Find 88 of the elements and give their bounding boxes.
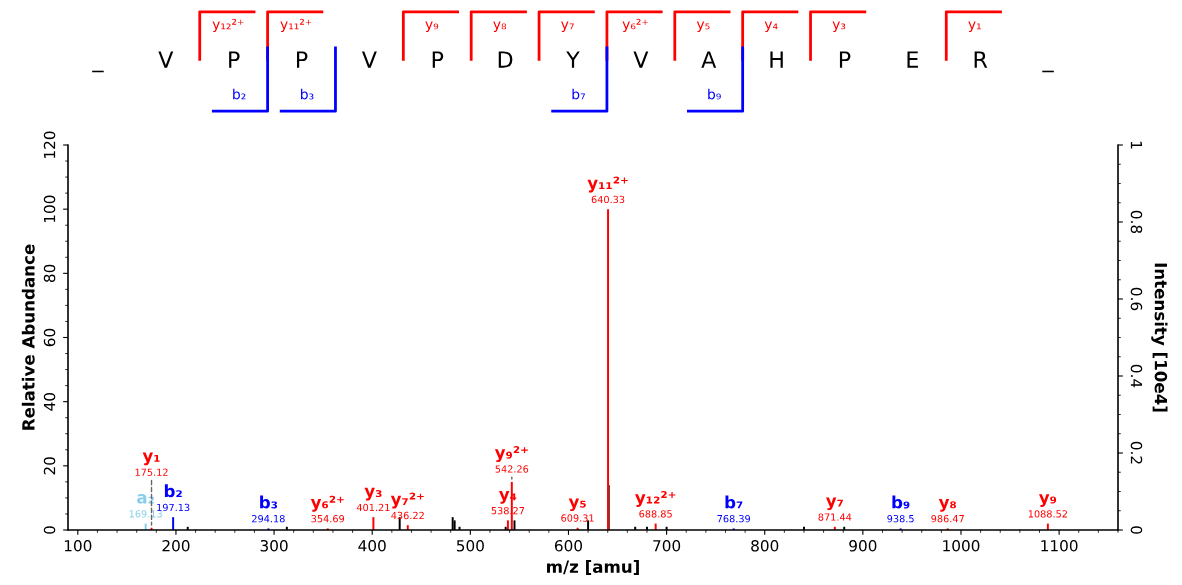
annotation: 175.12 (135, 468, 168, 476)
text: y₁ (968, 21, 981, 33)
category-label: A (701, 51, 717, 68)
annotation: 354.69 (311, 514, 345, 523)
text: y₃ (832, 21, 846, 33)
category-label: P (839, 51, 851, 68)
annotation: 688.85 (639, 510, 672, 518)
x-tick-label: 400 (358, 539, 386, 552)
annotation: b₉ (892, 495, 910, 509)
y-tick-label: 40 (43, 392, 56, 411)
annotation: b₇ (725, 495, 743, 509)
category-label: V (361, 51, 377, 68)
annotation: 640.33 (591, 195, 625, 204)
y-tick-label: 0 (43, 526, 56, 534)
y2-tick-label: 0.8 (1130, 210, 1143, 234)
category-label: P (229, 51, 240, 68)
annotation: 197.13 (157, 503, 190, 512)
annotation: 768.39 (717, 514, 751, 523)
annotation: y₅ (568, 498, 586, 512)
text: y₄ (764, 21, 778, 33)
y-tick-label: 20 (43, 457, 56, 475)
y-tick-label: 60 (43, 328, 56, 347)
text: b₂ (233, 88, 246, 100)
x-tick-label: 200 (162, 539, 190, 552)
annotation: y₈ (938, 499, 956, 512)
category-label: P (297, 51, 308, 68)
annotation: 294.18 (252, 514, 285, 523)
text: y₆²⁺ (622, 18, 648, 33)
annotation: b₂ (164, 484, 182, 498)
y2-tick-label: 0.4 (1130, 364, 1143, 388)
category-label: V (633, 51, 649, 68)
text: b₇ (572, 88, 585, 100)
x-tick-label: 800 (751, 539, 779, 552)
category-label: D (498, 51, 513, 68)
x-tick-label: 300 (260, 539, 288, 552)
x-tick-label: 1100 (1041, 539, 1078, 552)
category-label: H (770, 51, 783, 68)
annotation: b₃ (260, 495, 278, 509)
annotation: y₇ (825, 497, 843, 511)
annotation: 1088.52 (1028, 510, 1067, 518)
annotation: 401.21 (356, 503, 390, 512)
category-label: _ (92, 70, 104, 73)
annotation: y₇²⁺ (390, 492, 424, 509)
annotation: 938.5 (887, 514, 914, 523)
x-axis-title: m/z [amu] (547, 560, 639, 575)
annotation: y₃ (364, 487, 382, 501)
annotation: 169.13 (129, 510, 162, 518)
text: y₅ (696, 21, 710, 33)
text: y₉ (425, 21, 439, 33)
annotation: y₆²⁺ (310, 495, 344, 512)
y-tick-label: 100 (43, 195, 56, 223)
category-label: P (432, 51, 444, 68)
x-tick-label: 900 (849, 539, 877, 552)
annotation: 986.47 (931, 514, 964, 523)
category-label: R (974, 51, 988, 68)
text: y₈ (493, 21, 507, 33)
annotation: 542.26 (495, 465, 529, 473)
annotation: y₁ (142, 452, 160, 466)
y2-axis-title: Intensity [10e4] (1151, 263, 1168, 412)
y-tick-label: 80 (43, 264, 56, 283)
annotation: y₉ (1038, 494, 1057, 507)
annotation: y₁₁²⁺ (587, 176, 628, 193)
annotation: 436.22 (391, 511, 424, 520)
text: y₇ (561, 21, 574, 33)
text: y₁₂²⁺ (212, 18, 244, 33)
category-label: E (907, 51, 918, 68)
text: b₃ (301, 88, 314, 100)
category-label: V (158, 51, 174, 68)
category-label: Y (566, 51, 580, 68)
x-tick-label: 700 (653, 539, 681, 552)
x-tick-label: 600 (554, 539, 583, 552)
annotation: a₂ (137, 494, 154, 504)
y-axis-title: Relative Abundance (21, 244, 35, 430)
y2-tick-label: 0.2 (1130, 441, 1143, 464)
annotation: 871.44 (818, 513, 852, 521)
category-label: _ (1042, 70, 1054, 73)
text: b₉ (708, 88, 721, 100)
y2-tick-label: 1 (1130, 141, 1143, 149)
text: y₁₁²⁺ (280, 18, 312, 33)
y2-tick-label: 0.6 (1130, 287, 1143, 311)
x-tick-label: 1000 (943, 539, 980, 552)
x-tick-label: 500 (456, 539, 484, 552)
annotation: y₁₂²⁺ (635, 490, 676, 507)
y-tick-label: 120 (43, 131, 56, 158)
annotation: y₉²⁺ (494, 446, 528, 463)
annotation: 609.31 (561, 514, 594, 522)
x-tick-label: 100 (64, 539, 92, 552)
y2-tick-label: 0 (1130, 526, 1143, 534)
